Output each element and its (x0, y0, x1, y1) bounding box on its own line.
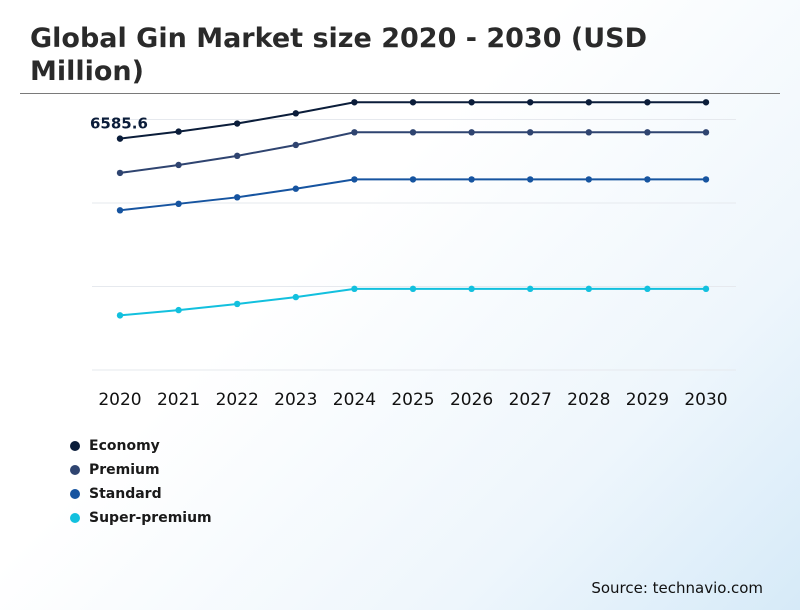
data-point-super-premium (175, 306, 182, 314)
data-point-super-premium (527, 285, 534, 293)
data-point-premium (702, 129, 710, 136)
data-point-economy (585, 99, 592, 106)
x-tick-label: 2029 (626, 390, 669, 410)
data-point-economy (116, 135, 124, 142)
legend-label: Economy (89, 438, 160, 454)
legend-label: Premium (89, 462, 160, 478)
legend-marker (70, 465, 80, 475)
data-point-premium (175, 161, 182, 169)
legend-item-super-premium: Super-premium (70, 506, 212, 530)
data-point-premium (527, 129, 534, 136)
data-point-economy (351, 99, 358, 106)
x-tick-label: 2021 (157, 390, 200, 410)
line-chart: 2020 2021 2022 2023 2024 2025 2026 2027 2028 2029… (90, 99, 736, 410)
legend-marker (70, 441, 80, 451)
data-point-standard (116, 207, 124, 214)
x-tick-label: 2024 (333, 390, 376, 410)
data-point-standard (644, 176, 651, 183)
series-line-premium (119, 131, 706, 174)
data-point-super-premium (468, 285, 475, 293)
data-point-standard (292, 185, 299, 192)
data-point-economy (409, 99, 417, 106)
data-point-premium (351, 129, 358, 136)
data-point-super-premium (234, 300, 241, 308)
data-point-premium (468, 129, 475, 136)
source-note: Source: technavio.com (591, 579, 763, 597)
data-point-standard (351, 176, 358, 183)
legend-label: Standard (89, 486, 162, 502)
data-point-standard (409, 176, 417, 183)
data-point-standard (175, 200, 182, 208)
legend-marker (70, 513, 80, 523)
data-point-economy (644, 99, 651, 106)
data-point-premium (585, 129, 592, 136)
data-point-super-premium (351, 285, 358, 293)
data-point-super-premium (409, 285, 417, 293)
x-tick-label: 2025 (391, 390, 434, 410)
data-point-standard (468, 176, 475, 183)
x-tick-label: 2026 (450, 390, 493, 410)
data-point-super-premium (644, 285, 651, 293)
data-point-super-premium (116, 312, 124, 319)
data-point-standard (527, 176, 534, 183)
data-point-economy (468, 99, 475, 106)
data-point-economy (234, 120, 241, 127)
data-point-super-premium (292, 293, 299, 301)
data-point-economy (702, 99, 710, 106)
data-point-premium (234, 152, 241, 160)
legend-item-standard: Standard (70, 482, 212, 506)
legend-label: Super-premium (89, 510, 212, 526)
data-point-premium (116, 169, 124, 177)
data-point-economy (175, 128, 182, 135)
series-line-standard (119, 178, 706, 212)
x-tick-label: 2022 (216, 390, 259, 410)
data-point-premium (409, 129, 417, 136)
data-point-super-premium (702, 285, 710, 293)
x-tick-label: 2027 (509, 390, 552, 410)
x-tick-label: 2020 (98, 390, 141, 410)
data-label: 6585.6 (90, 115, 148, 133)
data-point-super-premium (585, 285, 592, 293)
data-point-premium (292, 141, 299, 149)
legend-item-economy: Economy (70, 434, 212, 458)
legend-marker (70, 489, 80, 499)
x-tick-label: 2030 (684, 390, 727, 410)
data-point-standard (585, 176, 592, 183)
x-tick-label: 2023 (274, 390, 317, 410)
data-point-economy (527, 99, 534, 106)
data-point-standard (234, 194, 241, 201)
series-line-super-premium (119, 287, 706, 317)
chart-legend: Economy Premium Standard Super-premium (70, 434, 212, 530)
data-point-economy (292, 110, 299, 117)
x-tick-label: 2028 (567, 390, 610, 410)
chart-title: Global Gin Market size 2020 - 2030 (USD … (30, 23, 648, 87)
legend-item-premium: Premium (70, 458, 212, 482)
data-point-standard (702, 176, 710, 183)
data-point-premium (644, 129, 651, 136)
title-divider (20, 93, 780, 94)
